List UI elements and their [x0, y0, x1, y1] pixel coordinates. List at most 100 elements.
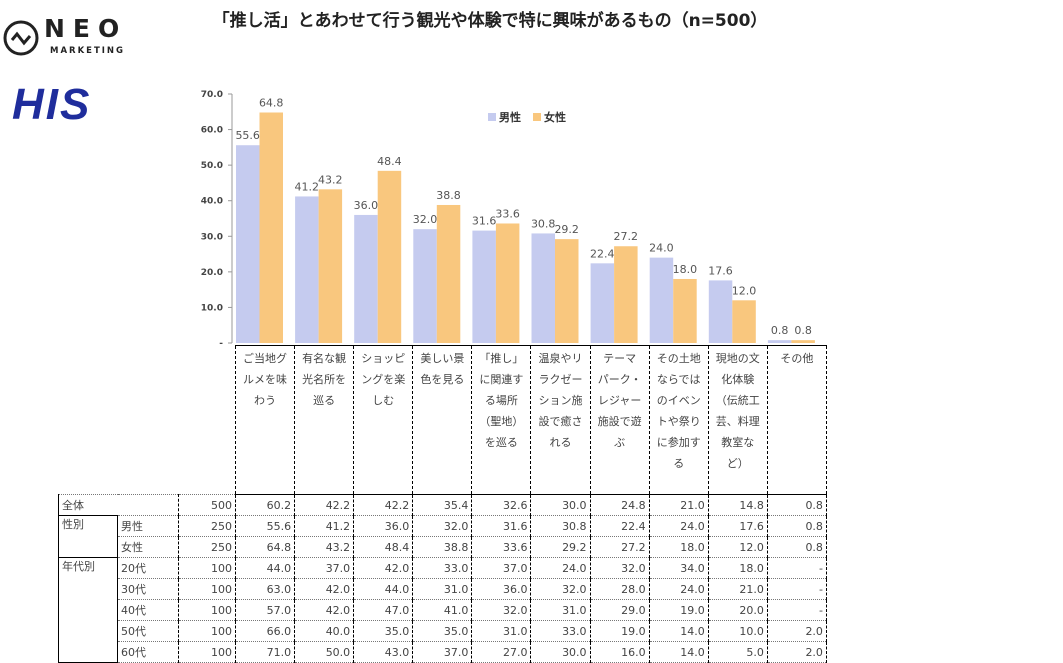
value-cell: 0.8: [766, 494, 827, 516]
legend-swatch: [533, 113, 541, 121]
data-label: 36.0: [354, 199, 379, 212]
header-line: 芸、料理: [715, 415, 760, 428]
table-row: 全体 500 60.2 42.2 42.2 35.4 32.6 30.0 24.8 21.0 14.…: [58, 494, 827, 516]
data-label: 22.4: [590, 247, 615, 260]
value-cell: 42.0: [294, 599, 355, 621]
value-cell: 32.0: [589, 557, 650, 579]
data-label: 30.8: [531, 217, 556, 230]
his-logo: HIS: [12, 80, 92, 129]
value-cell: 33.0: [412, 557, 473, 579]
n-cell: 100: [178, 620, 236, 642]
table-row: 40代 100 57.0 42.0 47.0 41.0 32.0 31.0 29.0 19.0 20…: [59, 599, 827, 621]
value-cell: 48.4: [353, 536, 414, 558]
y-tick-label: 40.0: [201, 197, 223, 207]
row-subgroup: 女性: [117, 536, 179, 558]
neo-logo-subtext: MARKETING: [50, 46, 126, 56]
value-cell: 31.0: [412, 578, 473, 600]
value-cell: 50.0: [294, 641, 355, 663]
value-cell: -: [766, 557, 827, 579]
value-cell: 64.8: [234, 536, 296, 558]
y-tick-label: 10.0: [201, 303, 223, 313]
value-cell: 24.0: [648, 515, 709, 537]
value-cell: 33.0: [530, 620, 591, 642]
column-header: ショッピ ングを楽 しむ: [353, 345, 414, 495]
header-line: 巡る: [313, 394, 336, 407]
value-cell: 40.0: [294, 620, 355, 642]
value-cell: 24.8: [589, 494, 650, 516]
header-line: に関連す: [479, 373, 524, 386]
header-line: テーマ: [603, 352, 637, 365]
header-line: パーク・: [597, 373, 642, 386]
bar-female: [436, 204, 461, 343]
bar-male: [472, 230, 496, 343]
bar-female: [791, 340, 815, 343]
header-line: 光名所を: [302, 373, 347, 386]
column-header: テーマ パーク・ レジャー 施設で遊ぶ: [589, 345, 650, 495]
value-cell: 17.6: [707, 515, 768, 537]
header-line: ングを楽: [361, 373, 406, 386]
value-cell: 42.2: [294, 494, 355, 516]
header-line: ション施: [538, 394, 583, 407]
value-cell: 42.2: [353, 494, 414, 516]
table-row: 50代 100 66.0 40.0 35.0 35.0 31.0 33.0 19.0 14.0 10…: [59, 620, 827, 642]
value-cell: 55.6: [234, 515, 296, 537]
value-cell: 33.6: [471, 536, 532, 558]
header-line: 教室な: [721, 436, 755, 449]
header-line: 化体験: [721, 373, 755, 386]
n-cell: 250: [178, 515, 236, 537]
data-label: 0.8: [771, 324, 789, 337]
bar-male: [531, 233, 555, 343]
value-cell: 24.0: [530, 557, 591, 579]
column-header: 有名な観 光名所を 巡る: [294, 345, 355, 495]
column-header: 温泉やリ ラクゼー ション施 設で癒さ れる: [530, 345, 591, 495]
data-label: 0.8: [794, 324, 812, 337]
value-cell: 27.0: [471, 641, 532, 663]
bar-male: [767, 340, 792, 343]
row-group: 年代別: [58, 557, 118, 663]
data-label: 12.0: [732, 284, 757, 297]
column-header: 美しい景 色を見る: [412, 345, 473, 495]
bar-male: [413, 229, 437, 343]
neo-logo-text: NEO: [44, 14, 128, 43]
value-cell: 41.2: [294, 515, 355, 537]
row-subgroup: 男性: [117, 515, 179, 537]
value-cell: -: [766, 599, 827, 621]
value-cell: 18.0: [648, 536, 709, 558]
row-subgroup: 60代: [117, 641, 179, 663]
value-cell: 36.0: [471, 578, 532, 600]
data-label: 43.2: [318, 173, 343, 186]
value-cell: 34.0: [648, 557, 709, 579]
header-line: ならでは: [656, 373, 701, 386]
value-cell: 2.0: [766, 641, 827, 663]
header-line: ぶ: [614, 436, 626, 449]
value-cell: 66.0: [234, 620, 296, 642]
row-subgroup: 50代: [117, 620, 179, 642]
value-cell: 29.0: [589, 599, 650, 621]
header-line: 温泉やリ: [538, 352, 583, 365]
bar-chart: - 10.0 20.0 30.0 40.0 50.0 60.0 70.0 55.6 41.2 36.…: [201, 90, 815, 345]
value-cell: 60.2: [234, 494, 296, 516]
data-label: 32.0: [413, 213, 438, 226]
header-line: （伝統工: [715, 394, 760, 407]
header-line: ルメを味: [243, 373, 288, 386]
y-tick-label: 30.0: [201, 232, 223, 242]
header-line: トや祭り: [656, 415, 701, 428]
value-cell: 32.0: [530, 578, 591, 600]
y-tick-label: 50.0: [201, 161, 223, 171]
header-line: ど）: [726, 457, 749, 470]
value-cell: 14.8: [707, 494, 768, 516]
row-group: 全体: [58, 494, 179, 516]
bar-female: [614, 246, 638, 343]
value-cell: 24.0: [648, 578, 709, 600]
legend-label: 女性: [544, 110, 566, 124]
value-cell: 43.0: [353, 641, 414, 663]
data-label: 55.6: [235, 129, 260, 142]
value-cell: 35.0: [412, 620, 473, 642]
header-line: る: [673, 457, 685, 470]
value-cell: 0.8: [766, 515, 827, 537]
value-cell: 21.0: [648, 494, 709, 516]
row-group: 性別: [58, 515, 118, 558]
bar-female: [259, 112, 283, 343]
data-label: 24.0: [649, 242, 674, 255]
header-line: に参加す: [656, 436, 701, 449]
